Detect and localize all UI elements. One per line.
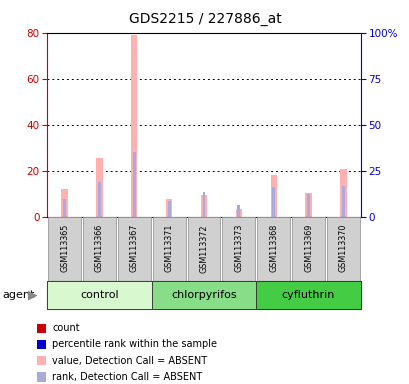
- Bar: [166, 199, 172, 217]
- Text: GSM113372: GSM113372: [199, 224, 208, 273]
- Bar: [153, 217, 185, 282]
- Bar: [96, 158, 102, 217]
- Bar: [187, 217, 220, 282]
- Bar: [306, 194, 309, 217]
- Bar: [257, 217, 289, 282]
- Bar: [222, 217, 254, 282]
- Text: GSM113365: GSM113365: [60, 224, 69, 273]
- Bar: [326, 217, 359, 282]
- Bar: [47, 281, 151, 309]
- Bar: [167, 201, 170, 217]
- Bar: [61, 189, 67, 217]
- Bar: [339, 169, 346, 217]
- Bar: [305, 193, 311, 217]
- Text: GSM113367: GSM113367: [130, 224, 138, 273]
- Text: value, Detection Call = ABSENT: value, Detection Call = ABSENT: [52, 356, 207, 366]
- Text: control: control: [80, 290, 119, 300]
- Bar: [118, 217, 150, 282]
- Text: GDS2215 / 227886_at: GDS2215 / 227886_at: [128, 12, 281, 25]
- Text: cyfluthrin: cyfluthrin: [281, 290, 335, 300]
- Bar: [151, 281, 256, 309]
- Text: chlorpyrifos: chlorpyrifos: [171, 290, 236, 300]
- Text: count: count: [52, 323, 79, 333]
- Text: percentile rank within the sample: percentile rank within the sample: [52, 339, 216, 349]
- Bar: [292, 217, 324, 282]
- Bar: [272, 187, 274, 217]
- Text: GSM113368: GSM113368: [269, 224, 277, 272]
- Text: GSM113373: GSM113373: [234, 224, 243, 273]
- Text: GSM113369: GSM113369: [303, 224, 312, 273]
- Bar: [98, 182, 101, 217]
- Bar: [63, 199, 66, 217]
- Bar: [133, 152, 135, 217]
- Text: agent: agent: [2, 290, 34, 300]
- Text: ▶: ▶: [28, 288, 37, 301]
- Bar: [202, 192, 205, 217]
- Bar: [341, 185, 344, 217]
- Text: GSM113370: GSM113370: [338, 224, 347, 273]
- Bar: [256, 281, 360, 309]
- Bar: [131, 35, 137, 217]
- Text: GSM113366: GSM113366: [95, 224, 103, 272]
- Bar: [83, 217, 115, 282]
- Bar: [200, 195, 207, 217]
- Text: GSM113371: GSM113371: [164, 224, 173, 273]
- Bar: [235, 209, 241, 217]
- Bar: [237, 205, 240, 217]
- Bar: [270, 175, 276, 217]
- Text: rank, Detection Call = ABSENT: rank, Detection Call = ABSENT: [52, 372, 202, 382]
- Bar: [48, 217, 81, 282]
